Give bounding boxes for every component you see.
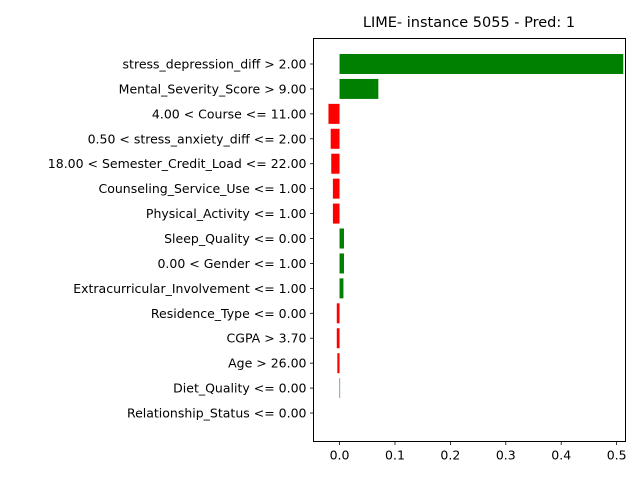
x-tick-label-3: 0.3 [496,448,516,463]
bar-3 [330,128,340,149]
y-tick-label-11: CGPA > 3.70 [227,331,307,346]
bar-5 [332,178,340,199]
bar-6 [332,203,340,224]
y-tick-label-0: stress_depression_diff > 2.00 [123,57,307,72]
chart-title: LIME- instance 5055 - Pred: 1 [363,15,575,31]
bar-10 [336,303,340,324]
plot-area-frame [313,38,626,442]
x-tick-label-0: 0.0 [330,448,350,463]
y-tick-label-6: Physical_Activity <= 1.00 [146,206,307,221]
bar-2 [328,103,340,124]
bar-7 [339,228,344,249]
y-tick-label-3: 0.50 < stress_anxiety_diff <= 2.00 [88,131,307,146]
x-tick-label-2: 0.2 [440,448,460,463]
bar-12 [337,353,340,374]
y-tick-label-9: Extracurricular_Involvement <= 1.00 [73,281,306,296]
bar-4 [331,153,340,174]
x-tick-label-4: 0.4 [551,448,571,463]
y-tick-label-14: Relationship_Status <= 0.00 [127,406,307,421]
y-tick-label-13: Diet_Quality <= 0.00 [173,381,306,396]
y-tick-label-5: Counseling_Service_Use <= 1.00 [98,181,306,196]
y-tick-label-1: Mental_Severity_Score > 9.00 [119,81,307,96]
bar-13 [339,378,341,399]
bar-11 [336,328,340,349]
x-ticks: 0.0 0.1 0.2 0.3 0.4 0.5 [330,441,627,463]
bar-9 [339,278,344,299]
y-tick-labels: stress_depression_diff > 2.00 Mental_Seve… [48,57,314,421]
bar-8 [339,253,344,274]
y-tick-label-12: Age > 26.00 [228,356,306,371]
bar-0 [339,54,624,74]
y-tick-label-4: 18.00 < Semester_Credit_Load <= 22.00 [48,156,307,171]
y-tick-label-2: 4.00 < Course <= 11.00 [152,106,307,121]
y-tick-label-8: 0.00 < Gender <= 1.00 [157,256,306,271]
bar-1 [339,78,379,99]
x-tick-label-1: 0.1 [385,448,405,463]
y-tick-label-10: Residence_Type <= 0.00 [151,306,307,321]
x-tick-label-5: 0.5 [607,448,627,463]
y-tick-label-7: Sleep_Quality <= 0.00 [164,231,306,246]
bars-layer [328,54,624,399]
